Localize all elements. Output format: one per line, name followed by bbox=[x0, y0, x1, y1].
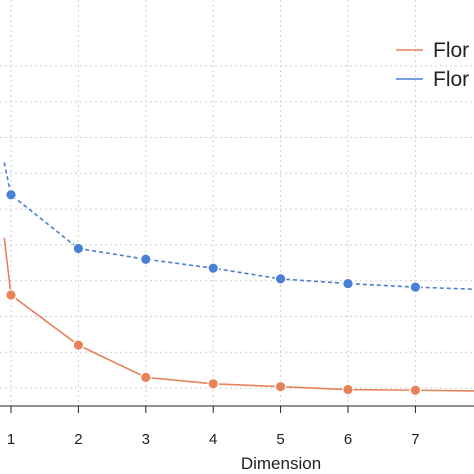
series-2-point-6 bbox=[342, 277, 354, 290]
x-tick-label-1: 1 bbox=[7, 431, 15, 448]
x-axis-title: Dimension bbox=[241, 454, 321, 473]
grid-lines bbox=[0, 0, 474, 406]
x-tick-label-4: 4 bbox=[209, 431, 217, 448]
x-tick-label-6: 6 bbox=[344, 431, 352, 448]
x-tick-label-7: 7 bbox=[411, 431, 419, 448]
series-2-point-1 bbox=[5, 188, 17, 201]
series-layer bbox=[3, 162, 474, 397]
x-tick-label-3: 3 bbox=[142, 431, 150, 448]
series-1-point-6 bbox=[342, 383, 354, 396]
series-line-1 bbox=[3, 237, 474, 392]
x-tick-label-2: 2 bbox=[74, 431, 82, 448]
series-1-point-4 bbox=[207, 378, 219, 390]
series-1-point-7 bbox=[409, 384, 422, 397]
x-tick-label-5: 5 bbox=[276, 431, 284, 448]
series-2-point-7 bbox=[409, 281, 422, 293]
legend-label-series-2: Flor bbox=[433, 68, 469, 91]
series-1-point-2 bbox=[72, 339, 85, 351]
series-2-point-2 bbox=[72, 242, 85, 255]
series-1-point-3 bbox=[140, 371, 152, 384]
series-line-2 bbox=[3, 162, 474, 291]
series-1-point-1 bbox=[5, 289, 17, 301]
legend: Flor Flor bbox=[396, 39, 469, 91]
series-1-point-5 bbox=[274, 380, 287, 393]
series-2-point-4 bbox=[207, 262, 219, 274]
series-2-point-5 bbox=[274, 273, 287, 285]
series-2-point-3 bbox=[140, 253, 152, 266]
legend-label-series-1: Flor bbox=[433, 39, 469, 62]
x-ticks: 1 2 3 4 5 6 7 bbox=[7, 406, 420, 448]
